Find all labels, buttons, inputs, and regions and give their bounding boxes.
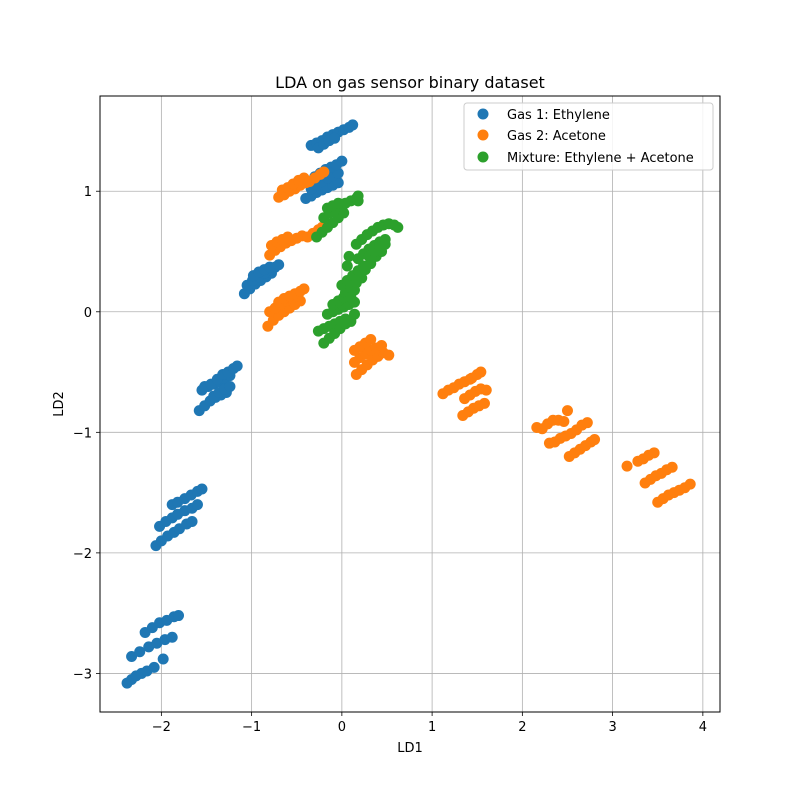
legend-marker-ethylene <box>477 108 489 120</box>
y-tick-label: −1 <box>73 426 92 441</box>
legend: Gas 1: Ethylene Gas 2: Acetone Mixture: … <box>463 102 714 171</box>
x-tick-label: −1 <box>242 720 261 735</box>
scatter-point-series-0 <box>157 653 169 665</box>
x-tick-label: 4 <box>699 720 707 735</box>
scatter-point-series-1 <box>318 166 330 178</box>
x-tick-label: 0 <box>338 720 346 735</box>
plot-frame <box>99 95 721 713</box>
grid-lines <box>100 96 720 712</box>
legend-marker-acetone <box>477 129 489 141</box>
x-axis-label: LD1 <box>397 741 423 756</box>
chart-title: LDA on gas sensor binary dataset <box>275 73 545 92</box>
scatter-point-series-1 <box>666 461 678 473</box>
scatter-point-series-0 <box>329 132 341 144</box>
scatter-point-series-1 <box>480 384 492 396</box>
scatter-point-series-0 <box>336 155 348 167</box>
scatter-point-series-1 <box>376 340 388 352</box>
y-tick-label: 1 <box>84 185 92 200</box>
scatter-point-series-1 <box>475 366 487 378</box>
legend-label-ethylene: Gas 1: Ethylene <box>507 108 610 123</box>
legend-label-mixture: Mixture: Ethylene + Acetone <box>507 151 694 166</box>
y-axis-label: LD2 <box>52 391 67 417</box>
scatter-point-series-1 <box>365 334 377 346</box>
scatter-point-series-1 <box>589 434 601 446</box>
scatter-point-series-0 <box>224 381 236 393</box>
scatter-point-series-0 <box>166 631 178 643</box>
scatter-point-series-1 <box>558 415 570 427</box>
y-tick-label: −3 <box>73 667 92 682</box>
data-points <box>121 119 696 689</box>
scatter-point-series-1 <box>561 405 573 417</box>
legend-box <box>463 102 714 171</box>
scatter-point-series-0 <box>173 610 185 622</box>
scatter-point-series-0 <box>134 646 146 658</box>
scatter-point-series-0 <box>231 360 243 372</box>
x-tick-label: 1 <box>428 720 436 735</box>
scatter-point-series-0 <box>191 499 203 511</box>
scatter-point-series-0 <box>347 119 359 131</box>
scatter-point-series-0 <box>273 259 285 271</box>
y-tick-label: 0 <box>84 306 92 321</box>
axis-ticks: −2 −1 0 1 2 3 4 −3 −2 −1 0 1 <box>73 185 707 735</box>
scatter-point-series-2 <box>341 260 353 272</box>
scatter-point-series-2 <box>392 221 404 233</box>
scatter-point-series-0 <box>332 167 344 179</box>
x-tick-label: −2 <box>152 720 171 735</box>
scatter-point-series-0 <box>148 661 160 673</box>
scatter-point-series-2 <box>348 308 360 320</box>
scatter-point-series-0 <box>264 261 276 273</box>
scatter-point-series-1 <box>621 460 633 472</box>
scatter-point-series-2 <box>345 291 357 303</box>
y-tick-label: −2 <box>73 547 92 562</box>
scatter-point-series-1 <box>383 349 395 361</box>
scatter-point-series-1 <box>478 397 490 409</box>
scatter-point-series-0 <box>196 483 208 495</box>
x-tick-label: 2 <box>518 720 526 735</box>
legend-marker-mixture <box>477 151 489 163</box>
scatter-point-series-1 <box>282 231 294 243</box>
scatter-point-series-1 <box>581 417 593 429</box>
legend-label-acetone: Gas 2: Acetone <box>507 129 606 144</box>
scatter-point-series-2 <box>343 250 355 262</box>
scatter-point-series-1 <box>684 478 696 490</box>
x-tick-label: 3 <box>608 720 616 735</box>
scatter-point-series-0 <box>126 651 138 663</box>
scatter-point-series-2 <box>379 238 391 250</box>
scatter-point-series-2 <box>332 197 344 209</box>
scatter-point-series-1 <box>298 283 310 295</box>
plot-area <box>100 96 720 712</box>
scatter-point-series-0 <box>186 516 198 528</box>
scatter-point-series-2 <box>352 195 364 207</box>
scatter-point-series-1 <box>648 447 660 459</box>
